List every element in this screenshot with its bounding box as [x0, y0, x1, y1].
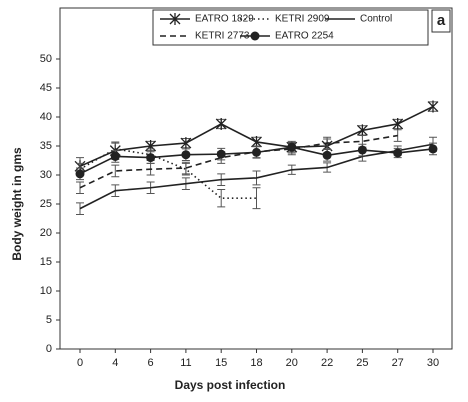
y-tick-label: 15 [40, 256, 52, 268]
error-bar [181, 161, 190, 175]
legend-label: EATRO 1829 [195, 14, 254, 25]
marker [322, 150, 332, 160]
series-line [79, 148, 257, 199]
marker [356, 124, 368, 137]
legend-label: KETRI 2773 [195, 31, 250, 42]
error-bar [217, 189, 226, 208]
marker [75, 169, 85, 179]
x-axis-title: Days post infection [175, 378, 286, 392]
x-tick-label: 30 [427, 357, 439, 369]
x-tick-label: 6 [148, 357, 154, 369]
series-line [79, 134, 398, 189]
legend-label: EATRO 2254 [275, 31, 334, 42]
error-bar [76, 181, 84, 195]
x-tick-label: 15 [215, 357, 227, 369]
x-tick-label: 0 [77, 357, 83, 369]
marker [393, 148, 403, 158]
y-tick-label: 35 [40, 140, 52, 152]
y-tick-label: 5 [46, 314, 52, 326]
x-tick-label: 20 [286, 357, 298, 369]
y-tick-label: 30 [40, 169, 52, 181]
marker [250, 31, 260, 41]
marker [215, 117, 227, 130]
y-tick-label: 50 [40, 53, 52, 65]
marker [216, 149, 226, 159]
y-tick-label: 20 [40, 227, 52, 239]
x-tick-label: 4 [112, 357, 118, 369]
x-tick-label: 18 [250, 357, 262, 369]
marker [427, 100, 439, 113]
marker [181, 150, 191, 160]
error-bar [252, 187, 261, 210]
marker [428, 144, 438, 154]
y-tick-label: 0 [46, 343, 52, 355]
x-tick-label: 27 [392, 357, 404, 369]
x-tick-label: 25 [356, 357, 368, 369]
marker [357, 145, 367, 155]
legend-box [152, 9, 429, 46]
error-bar [111, 164, 120, 178]
x-tick-label: 11 [180, 357, 191, 369]
marker [252, 147, 261, 157]
y-tick-label: 45 [40, 82, 52, 94]
legend-label: KETRI 2909 [275, 14, 330, 25]
marker [169, 13, 181, 25]
marker [110, 151, 120, 161]
marker [287, 142, 297, 152]
y-axis-title: Body weight in gms [10, 147, 24, 261]
marker [146, 153, 156, 163]
panel-label-box [431, 9, 451, 33]
x-tick-label: 22 [321, 357, 333, 369]
y-tick-label: 40 [40, 111, 52, 123]
y-tick-label: 25 [40, 198, 52, 210]
legend-label: Control [360, 14, 392, 25]
marker [392, 117, 404, 130]
series-line [79, 143, 434, 210]
panel-label: a [437, 12, 446, 29]
y-tick-label: 10 [40, 285, 52, 297]
marker [180, 137, 192, 150]
